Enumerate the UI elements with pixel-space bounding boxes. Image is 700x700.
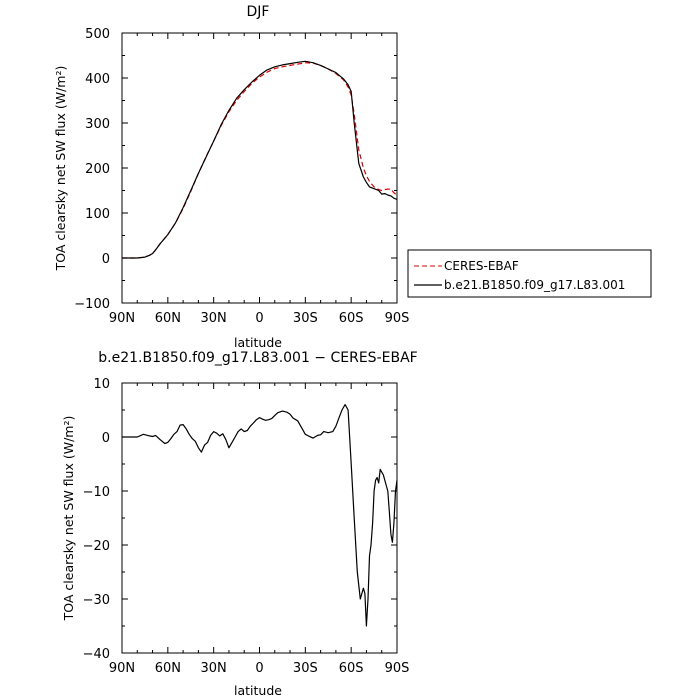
x-tick-label: 30N: [201, 661, 227, 676]
x-tick-label: 60S: [339, 661, 364, 676]
y-tick-label: −10: [83, 485, 110, 500]
top-chart-y-axis-title: TOA clearsky net SW flux (W/m²): [53, 66, 68, 272]
legend-box: [407, 249, 652, 298]
x-tick-label: 90S: [385, 661, 410, 676]
x-tick-label: 60N: [155, 661, 181, 676]
bottom-chart-frame: [121, 382, 398, 654]
legend-label-model: b.e21.B1850.f09_g17.L83.001: [444, 278, 625, 292]
series-line-ceres-ebaf: [122, 62, 398, 259]
y-tick-label: −30: [83, 593, 110, 608]
x-tick-label: 90N: [109, 311, 135, 326]
bottom-chart-x-axis-title: latitude: [234, 683, 282, 698]
top-chart-title: DJF: [247, 4, 270, 20]
x-tick-label: 60S: [339, 311, 364, 326]
y-tick-label: −40: [83, 647, 110, 662]
x-tick-label: 60N: [155, 311, 181, 326]
top-chart-x-axis-title: latitude: [234, 335, 282, 350]
y-tick-label: 400: [85, 72, 110, 87]
y-tick-label: 500: [85, 27, 110, 42]
x-tick-label: 90N: [109, 661, 135, 676]
top-chart-frame: [121, 32, 398, 304]
y-tick-label: −100: [74, 297, 110, 312]
y-tick-label: 300: [85, 117, 110, 132]
x-tick-label: 30S: [293, 311, 318, 326]
y-tick-label: −20: [83, 539, 110, 554]
series-line-model: [122, 60, 398, 259]
y-tick-label: 100: [85, 207, 110, 222]
y-tick-label: 200: [85, 162, 110, 177]
legend: CERES-EBAF b.e21.B1850.f09_g17.L83.001: [407, 249, 652, 298]
bottom-chart-series: [122, 404, 398, 627]
x-tick-label: 90S: [385, 311, 410, 326]
y-tick-label: 0: [102, 252, 110, 267]
top-chart-axes: 90N 60N 30N 0 30S 60S 90S −100 0 100 200 300 400 500: [74, 27, 409, 326]
x-tick-label: 0: [255, 311, 263, 326]
x-tick-label: 0: [255, 661, 263, 676]
x-tick-label: 30S: [293, 661, 318, 676]
bottom-chart: b.e21.B1850.f09_g17.L83.001 − CERES-EBAF…: [61, 350, 418, 698]
bottom-chart-axes: 90N 60N 30N 0 30S 60S 90S −40 −30 −20 −10 0 10: [83, 377, 410, 676]
legend-label-ceres: CERES-EBAF: [444, 259, 519, 273]
bottom-chart-title: b.e21.B1850.f09_g17.L83.001 − CERES-EBAF: [98, 350, 417, 366]
top-chart-series: [122, 60, 398, 259]
y-tick-label: 0: [102, 431, 110, 446]
x-tick-label: 30N: [201, 311, 227, 326]
top-chart: DJF 90N 60N 30N 0 30S 60S 90S −100 0 100 200 300 400…: [53, 4, 652, 350]
bottom-chart-y-axis-title: TOA clearsky net SW flux (W/m²): [61, 416, 76, 622]
y-tick-label: 10: [93, 377, 110, 392]
series-line-difference: [122, 404, 398, 627]
